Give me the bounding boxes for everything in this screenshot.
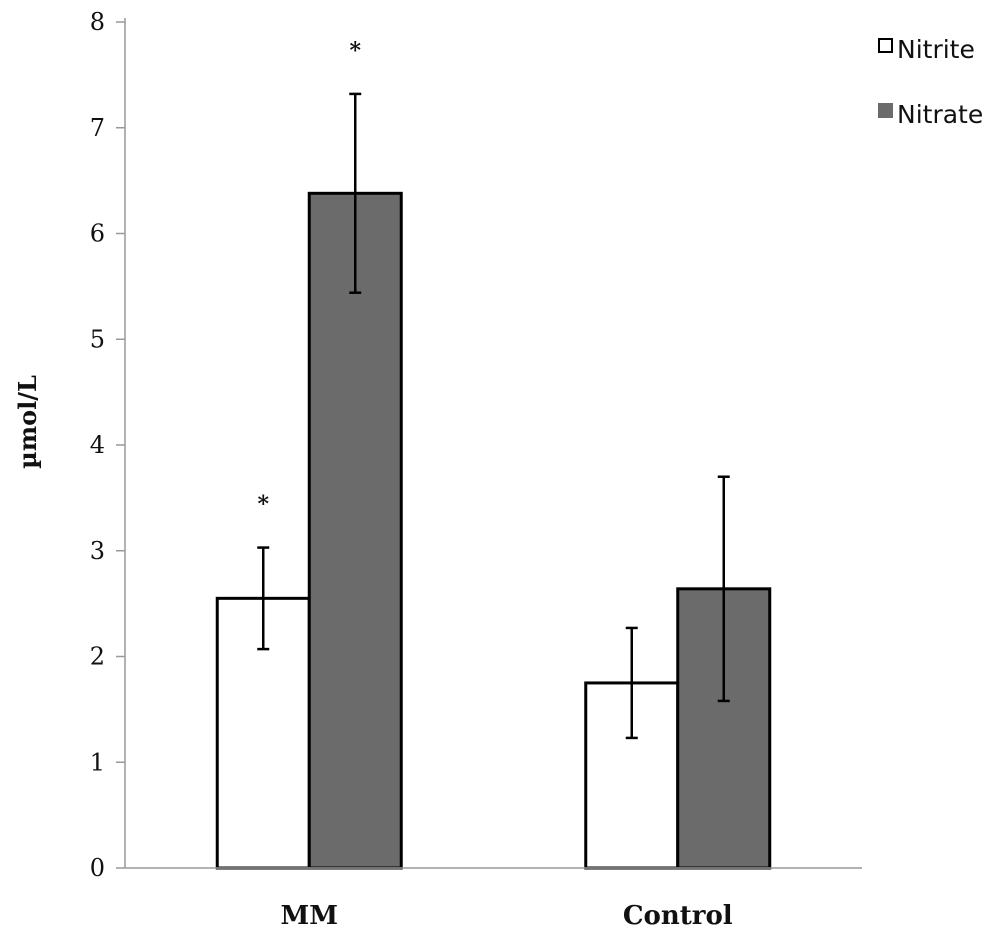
y-tick-label: 4 xyxy=(90,431,105,459)
y-tick-label: 2 xyxy=(90,643,105,671)
y-axis-ticks: 0 1 2 3 4 5 6 7 8 xyxy=(90,8,125,882)
bars xyxy=(215,191,772,870)
error-bars: ** xyxy=(257,38,730,740)
axes xyxy=(124,18,862,869)
category-label-mm: MM xyxy=(280,901,338,931)
category-label-control: Control xyxy=(623,901,733,931)
legend-label-nitrate: Nitrate xyxy=(897,100,983,129)
legend-swatch-nitrate xyxy=(878,103,893,118)
legend-label-nitrite: Nitrite xyxy=(897,35,975,64)
significance-marker: * xyxy=(257,492,269,518)
y-tick-label: 0 xyxy=(90,854,105,882)
category-labels: MM Control xyxy=(280,901,732,931)
y-tick-label: 6 xyxy=(90,220,105,248)
significance-marker: * xyxy=(349,38,361,64)
y-tick-label: 1 xyxy=(90,748,105,776)
y-tick-label: 5 xyxy=(90,325,105,353)
bar-nitrate-mm xyxy=(307,191,403,870)
y-tick-label: 7 xyxy=(90,114,105,142)
y-tick-label: 3 xyxy=(90,537,105,565)
legend-swatch-nitrite xyxy=(878,38,893,53)
legend: Nitrite Nitrate xyxy=(878,35,983,129)
y-axis-title: µmol/L xyxy=(13,375,42,469)
y-tick-label: 8 xyxy=(90,8,105,36)
